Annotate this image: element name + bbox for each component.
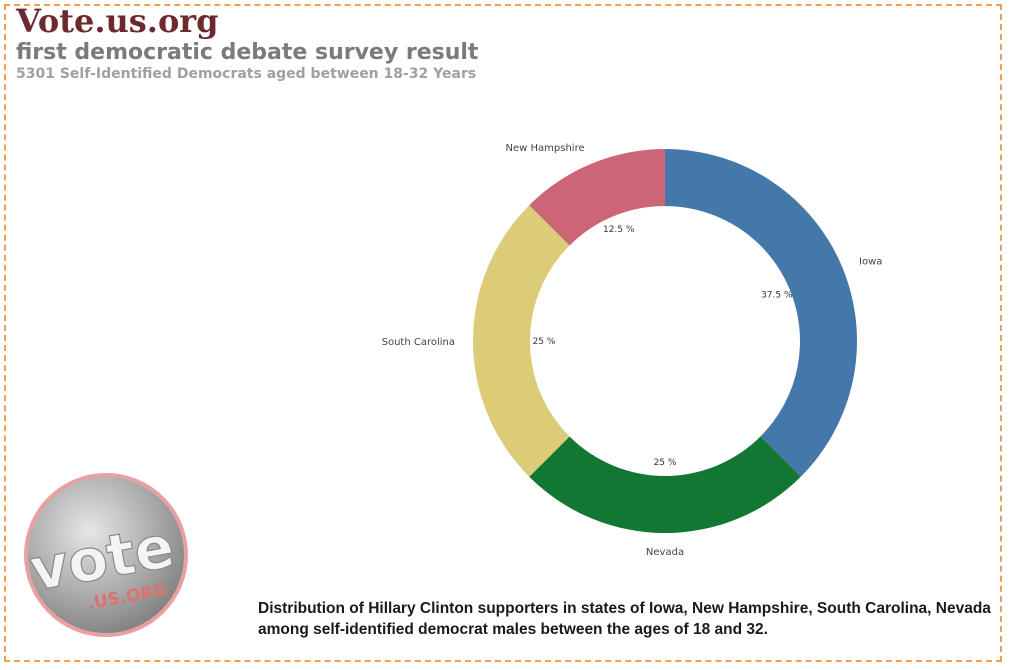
category-label-south-carolina: South Carolina <box>382 337 455 348</box>
slice-new-hampshire <box>529 149 665 246</box>
category-label-new-hampshire: New Hampshire <box>506 143 585 154</box>
page-subtitle: 5301 Self-Identified Democrats aged betw… <box>16 66 477 82</box>
category-label-nevada: Nevada <box>646 547 684 558</box>
vote-logo: vote .US.ORG <box>24 473 188 637</box>
category-label-iowa: Iowa <box>859 257 882 268</box>
brand-title: Vote.us.org <box>16 2 219 40</box>
slice-iowa <box>665 149 858 477</box>
slice-south-carolina <box>473 205 570 477</box>
pct-label-nevada: 25 % <box>654 458 677 468</box>
chart-caption: Distribution of Hillary Clinton supporte… <box>258 600 991 638</box>
pct-label-iowa: 37.5 % <box>761 291 793 301</box>
page-title: first democratic debate survey result <box>16 40 479 65</box>
dashed-frame <box>4 4 1002 662</box>
pct-label-south-carolina: 25 % <box>533 337 556 347</box>
slice-nevada <box>529 436 801 533</box>
pct-label-new-hampshire: 12.5 % <box>603 225 635 235</box>
